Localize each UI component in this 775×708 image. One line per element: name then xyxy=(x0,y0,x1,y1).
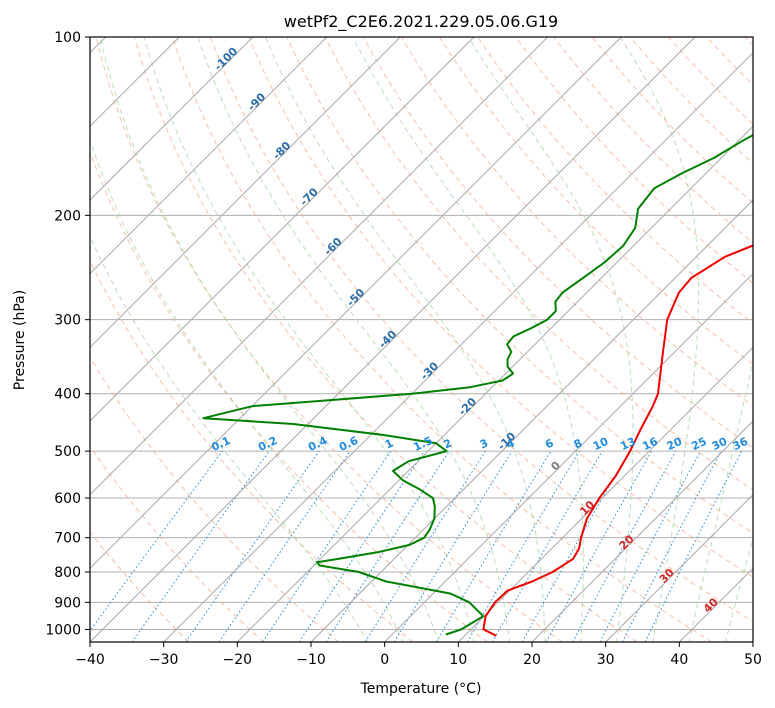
y-tick-label: 300 xyxy=(54,313,81,329)
isotherm-line xyxy=(310,199,753,642)
x-tick-label: 20 xyxy=(523,652,541,668)
x-tick-label: −10 xyxy=(296,652,326,668)
mixing-ratio-label: 30 xyxy=(710,435,730,453)
mixing-ratio-label: 36 xyxy=(731,435,751,453)
y-tick-label: 100 xyxy=(54,30,81,46)
x-tick-label: 40 xyxy=(670,652,688,668)
x-tick-label: −30 xyxy=(149,652,179,668)
mixing-ratio-line xyxy=(644,450,743,642)
dry-adiabat-line xyxy=(133,37,638,642)
isotherm-line xyxy=(531,420,753,642)
dry-adiabat-line xyxy=(90,356,339,642)
mixing-ratio-line xyxy=(325,450,450,642)
isotherm-line xyxy=(90,37,475,422)
y-tick-label: 700 xyxy=(54,531,81,547)
x-tick-label: 10 xyxy=(449,652,467,668)
y-tick-label: 600 xyxy=(54,491,81,507)
mixing-ratio-line xyxy=(218,450,351,642)
dewpoint-profile-line xyxy=(202,134,753,636)
dry-adiabat-line xyxy=(90,445,264,642)
dry-adiabat-line xyxy=(171,37,712,642)
dry-adiabat-line xyxy=(90,531,190,642)
x-tick-label: −40 xyxy=(75,652,105,668)
y-axis-ticks: 1000 900 800 700 600 500 400 300 200 100 xyxy=(45,30,90,638)
mixing-ratio-line xyxy=(131,450,270,642)
x-axis-label: Temperature (°C) xyxy=(360,681,482,697)
x-tick-label: 0 xyxy=(380,652,389,668)
mixing-ratio-label: 10 xyxy=(591,435,611,453)
y-axis-label: Pressure (hPa) xyxy=(12,290,28,390)
mixing-ratio-line xyxy=(572,450,677,642)
dry-adiabat-line xyxy=(248,37,753,578)
mixing-ratio-label: 20 xyxy=(665,435,685,453)
isotherm-line xyxy=(605,493,753,642)
mixing-ratio-line xyxy=(298,450,425,642)
dry-adiabat-line xyxy=(210,37,753,623)
x-tick-label: 50 xyxy=(744,652,762,668)
mixing-ratio-line xyxy=(185,450,320,642)
temperature-profile-line xyxy=(482,244,753,637)
y-tick-label: 900 xyxy=(54,595,81,611)
isotherm-line xyxy=(457,346,753,642)
dry-adiabat-line xyxy=(95,37,563,642)
moist-adiabat-line xyxy=(90,235,369,642)
mixing-ratio-line xyxy=(393,450,513,642)
moist-adiabat-line xyxy=(265,37,546,642)
y-tick-label: 400 xyxy=(54,387,81,403)
y-tick-label: 500 xyxy=(54,444,81,460)
y-tick-label: 1000 xyxy=(45,622,81,638)
profiles xyxy=(202,134,753,637)
isotherm-line xyxy=(90,37,622,570)
isotherm-line xyxy=(90,37,401,349)
isotherm-line xyxy=(90,37,328,275)
moist-adiabat-line xyxy=(143,37,475,642)
mixing-ratio-line xyxy=(262,450,392,642)
x-tick-label: −20 xyxy=(223,652,253,668)
isotherm-line xyxy=(236,125,753,642)
isotherm-line xyxy=(90,37,549,496)
mixing-ratio-line xyxy=(545,450,653,642)
moist-adiabat-line xyxy=(467,37,634,642)
background-lines xyxy=(90,37,753,642)
moist-adiabat-line xyxy=(619,37,700,642)
dry-adiabat-line xyxy=(90,150,488,642)
y-tick-label: 200 xyxy=(54,208,81,224)
mixing-ratio-label: 13 xyxy=(618,435,637,453)
isotherm-line xyxy=(90,37,696,642)
dry-adiabat-line xyxy=(438,37,753,366)
isotherm-line xyxy=(384,272,753,642)
plot-frame xyxy=(89,36,754,643)
moist-adiabat-line xyxy=(99,37,440,642)
isotherm-line xyxy=(90,37,254,201)
x-tick-label: 30 xyxy=(597,652,615,668)
y-tick-label: 800 xyxy=(54,565,81,581)
mixing-ratio-label: 25 xyxy=(689,435,708,453)
mixing-ratio-label: 16 xyxy=(640,435,660,453)
chart-title: wetPf2_C2E6.2021.229.05.06.G19 xyxy=(284,12,558,32)
isotherm-line xyxy=(163,51,753,642)
dry-adiabat-line xyxy=(515,37,753,284)
x-axis-ticks: −40 −30 −20 −10 0 10 20 30 40 50 xyxy=(75,642,762,668)
mixing-ratio-line xyxy=(90,450,223,632)
dry-adiabat-line xyxy=(400,37,753,407)
moist-adiabat-line xyxy=(90,138,404,642)
